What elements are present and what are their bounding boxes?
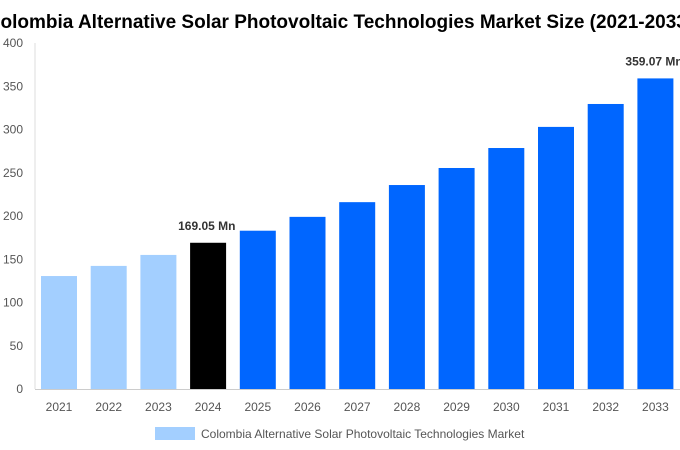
x-tick-label: 2026 — [294, 400, 321, 414]
x-tick-label: 2029 — [443, 400, 470, 414]
bar-2029[interactable] — [438, 167, 475, 389]
y-tick-label: 150 — [3, 252, 23, 266]
bar-2025[interactable] — [239, 230, 276, 389]
bar-2032[interactable] — [587, 103, 624, 390]
x-tick-label: 2028 — [394, 400, 421, 414]
x-tick-label: 2022 — [95, 400, 122, 414]
chart-title: Colombia Alternative Solar Photovoltaic … — [0, 12, 680, 33]
bar-2021[interactable] — [41, 276, 77, 389]
legend[interactable]: Colombia Alternative Solar Photovoltaic … — [155, 427, 525, 441]
y-tick-label: 50 — [10, 339, 24, 353]
bar-2033[interactable] — [637, 78, 674, 389]
bar-2027[interactable] — [339, 202, 376, 389]
bar-2022[interactable] — [90, 265, 127, 389]
legend-swatch — [155, 427, 195, 440]
bar-2024[interactable] — [190, 242, 227, 389]
y-tick-label: 250 — [3, 166, 23, 180]
y-tick-label: 300 — [3, 123, 23, 137]
bar-2023[interactable] — [140, 254, 177, 389]
bar-2031[interactable] — [538, 126, 574, 389]
bar-2030[interactable] — [488, 148, 525, 389]
y-tick-label: 200 — [3, 209, 23, 223]
bar-2026[interactable] — [289, 216, 326, 389]
legend-label: Colombia Alternative Solar Photovoltaic … — [201, 427, 525, 441]
y-axis: 0 50 100 150 200 250 300 350 400 — [3, 36, 36, 396]
y-tick-label: 350 — [3, 79, 23, 93]
x-axis: 2021 2022 2023 2024 2025 2026 2027 2028 2029 2030… — [35, 389, 680, 414]
x-tick-label: 2032 — [592, 400, 619, 414]
y-tick-label: 400 — [3, 36, 23, 50]
x-tick-label: 2024 — [195, 400, 222, 414]
x-tick-label: 2023 — [145, 400, 172, 414]
y-tick-label: 100 — [3, 296, 23, 310]
bars: 169.05 Mn 359.07 Mn — [41, 54, 680, 390]
x-tick-label: 2033 — [642, 400, 669, 414]
bar-2028[interactable] — [388, 185, 425, 389]
data-label: 359.07 Mn — [625, 54, 680, 68]
data-label: 169.05 Mn — [178, 219, 235, 233]
y-tick-label: 0 — [16, 382, 23, 396]
x-tick-label: 2021 — [46, 400, 73, 414]
x-tick-label: 2031 — [543, 400, 570, 414]
x-tick-label: 2030 — [493, 400, 520, 414]
x-tick-label: 2025 — [244, 400, 271, 414]
x-tick-label: 2027 — [344, 400, 371, 414]
